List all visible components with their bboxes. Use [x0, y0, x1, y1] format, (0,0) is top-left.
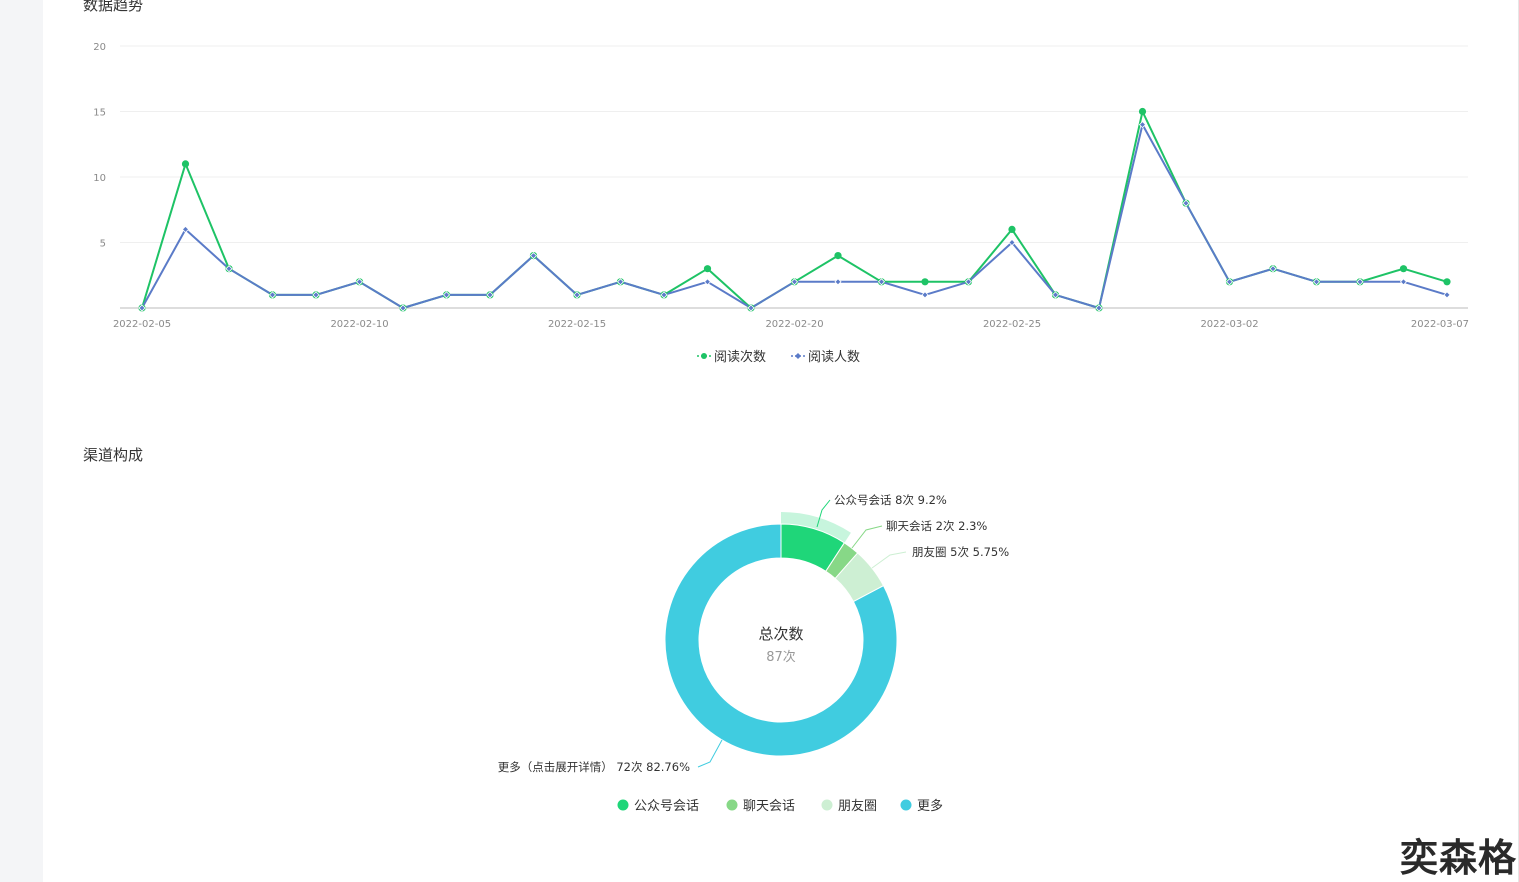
- reads-data-point[interactable]: [1008, 225, 1016, 233]
- legend-label: 阅读次数: [714, 349, 766, 365]
- x-tick-label: 2022-02-10: [330, 319, 388, 330]
- readers-data-point[interactable]: [486, 291, 494, 299]
- y-tick-label: 15: [93, 108, 106, 119]
- pie-legend-item[interactable]: 聊天会话: [726, 799, 796, 814]
- pie-legend-item[interactable]: 公众号会话: [617, 799, 700, 814]
- donut-center-value: 87次: [766, 649, 796, 665]
- readers-data-point[interactable]: [138, 304, 146, 312]
- readers-data-point[interactable]: [1399, 278, 1408, 286]
- legend-item-reads[interactable]: 阅读次数: [697, 349, 766, 365]
- slice-label[interactable]: 公众号会话 8次 9.2%: [834, 493, 947, 507]
- readers-data-point[interactable]: [399, 304, 407, 312]
- slice-label[interactable]: 朋友圈 5次 5.75%: [912, 545, 1009, 559]
- reads-data-point[interactable]: [1138, 107, 1147, 116]
- pie-legend-marker: [617, 799, 629, 811]
- readers-data-point[interactable]: [442, 291, 451, 299]
- readers-data-point[interactable]: [964, 278, 973, 286]
- slice-label-line: [851, 525, 883, 549]
- readers-data-point[interactable]: [573, 291, 581, 299]
- readers-data-point[interactable]: [1182, 199, 1190, 207]
- reads-data-point[interactable]: [1399, 265, 1408, 273]
- legend-marker: [795, 353, 801, 359]
- reads-data-point[interactable]: [1443, 278, 1451, 286]
- readers-data-point[interactable]: [1008, 238, 1016, 247]
- reads-data-point[interactable]: [703, 265, 712, 273]
- pie-legend-marker: [726, 799, 738, 811]
- legend-label: 阅读人数: [808, 350, 860, 365]
- readers-data-point[interactable]: [1356, 278, 1364, 286]
- reads-data-point[interactable]: [181, 160, 190, 168]
- readers-data-point[interactable]: [1095, 304, 1103, 312]
- x-tick-label: 2022-02-05: [113, 319, 171, 330]
- readers-data-point[interactable]: [1443, 291, 1451, 299]
- y-tick-label: 20: [93, 42, 106, 53]
- readers-data-point[interactable]: [1225, 278, 1234, 286]
- readers-data-point[interactable]: [268, 291, 277, 299]
- x-tick-label: 2022-02-25: [983, 319, 1041, 330]
- readers-data-point[interactable]: [1138, 121, 1147, 129]
- slice-label[interactable]: 聊天会话 2次 2.3%: [886, 519, 987, 533]
- readers-data-point[interactable]: [790, 278, 799, 286]
- x-tick-label: 2022-02-15: [548, 319, 606, 330]
- readers-data-point[interactable]: [355, 278, 364, 286]
- pie-legend-label: 公众号会话: [634, 799, 699, 814]
- donut-center-title: 总次数: [758, 625, 803, 643]
- pie-legend-label: 聊天会话: [743, 799, 795, 814]
- slice-label-line: [871, 551, 907, 569]
- readers-data-point[interactable]: [181, 225, 190, 233]
- reads-data-point[interactable]: [921, 278, 929, 286]
- y-tick-label: 5: [100, 239, 106, 250]
- readers-data-point[interactable]: [703, 278, 712, 286]
- readers-data-point[interactable]: [834, 278, 842, 286]
- readers-data-point[interactable]: [1269, 265, 1277, 273]
- reads-data-point[interactable]: [834, 252, 842, 260]
- watermark-logo: 奕森格: [1399, 836, 1517, 880]
- x-tick-label: 2022-03-07: [1411, 319, 1469, 330]
- pie-legend-marker: [900, 799, 912, 811]
- pie-legend-label: 朋友圈: [838, 798, 877, 814]
- readers-data-point[interactable]: [1312, 278, 1321, 286]
- readers-data-point[interactable]: [747, 304, 755, 312]
- left-rail: [0, 0, 43, 882]
- readers-data-point[interactable]: [312, 291, 320, 299]
- legend-item-readers[interactable]: 阅读人数: [791, 350, 860, 365]
- y-tick-label: 10: [93, 173, 106, 184]
- readers-data-point[interactable]: [660, 291, 668, 299]
- slice-label-line: [697, 739, 723, 768]
- x-tick-label: 2022-02-20: [765, 319, 823, 330]
- readers-data-point[interactable]: [921, 291, 929, 299]
- slice-official-emphasis: [781, 512, 851, 543]
- slice-label-line: [816, 499, 831, 528]
- channel-section-title: 渠道构成: [83, 446, 144, 464]
- pie-legend-item[interactable]: 更多: [900, 798, 944, 814]
- legend-marker: [701, 353, 707, 359]
- readers-data-point[interactable]: [877, 278, 886, 286]
- trend-section-title: 数据趋势: [83, 0, 144, 14]
- readers-data-point[interactable]: [529, 252, 538, 260]
- slice-label[interactable]: 更多（点击展开详情） 72次 82.76%: [498, 760, 690, 774]
- readers-data-point[interactable]: [225, 265, 233, 273]
- readers-data-point[interactable]: [616, 278, 625, 286]
- pie-legend-item[interactable]: 朋友圈: [821, 798, 878, 814]
- slice-more[interactable]: [664, 523, 898, 757]
- pie-legend-marker: [821, 799, 833, 811]
- x-tick-label: 2022-03-02: [1200, 319, 1258, 330]
- pie-legend-label: 更多: [917, 798, 943, 814]
- readers-data-point[interactable]: [1051, 291, 1060, 299]
